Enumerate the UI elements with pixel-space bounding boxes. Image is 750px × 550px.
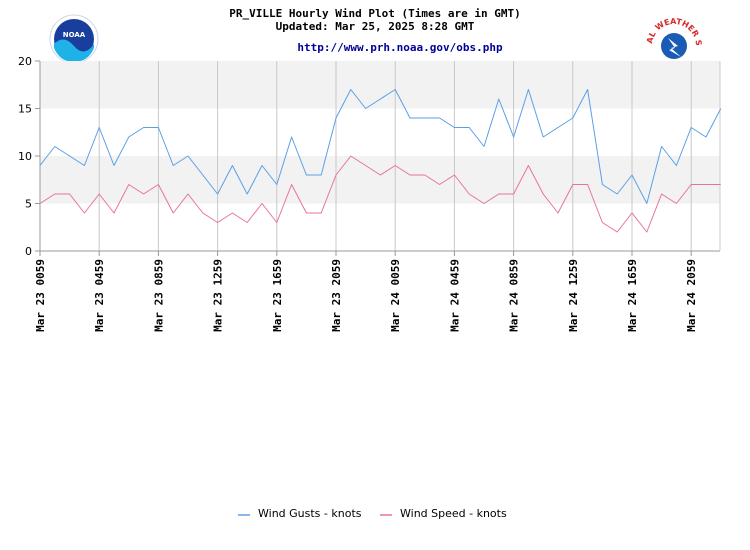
x-tick-label: Mar 23 0059 <box>34 259 47 332</box>
x-axis-ticks: Mar 23 0059 Mar 23 0459 Mar 23 0859 Mar 23 … <box>34 251 698 332</box>
plot-grid <box>98 61 692 251</box>
y-tick-label: 0 <box>25 245 32 258</box>
y-axis-ticks: 0 5 10 15 20 <box>18 55 40 258</box>
x-tick-label: Mar 23 2059 <box>330 259 343 332</box>
x-tick-label: Mar 24 0859 <box>508 259 521 332</box>
plot-series <box>39 89 722 233</box>
y-tick-label: 15 <box>18 103 32 116</box>
chart-updated: Updated: Mar 25, 2025 8:28 GMT <box>276 20 475 33</box>
grid-band <box>40 156 720 204</box>
wind-gusts-line <box>39 89 722 204</box>
x-tick-label: Mar 24 1259 <box>567 259 580 332</box>
grid-band <box>40 61 720 109</box>
obs-url-link[interactable]: http://www.prh.noaa.gov/obs.php <box>297 41 503 54</box>
noaa-logo-text: NOAA <box>63 31 86 39</box>
chart-title: PR_VILLE Hourly Wind Plot (Times are in … <box>229 7 520 20</box>
wind-speed-line <box>39 155 721 233</box>
x-tick-label: Mar 23 0459 <box>93 259 106 332</box>
legend-speed-label: Wind Speed - knots <box>400 507 507 520</box>
legend-gust-label: Wind Gusts - knots <box>258 507 362 520</box>
noaa-logo: NOAA <box>49 14 99 64</box>
x-tick-label: Mar 24 2059 <box>685 259 698 332</box>
x-tick-label: Mar 24 0459 <box>448 259 461 332</box>
x-tick-label: Mar 23 0859 <box>152 259 165 332</box>
x-tick-label: Mar 23 1659 <box>271 259 284 332</box>
x-tick-label: Mar 24 0059 <box>389 259 402 332</box>
x-tick-label: Mar 23 1259 <box>212 259 225 332</box>
y-tick-label: 10 <box>18 150 32 163</box>
y-tick-label: 5 <box>25 198 32 211</box>
plot-background <box>40 61 720 251</box>
y-tick-label: 20 <box>18 55 32 68</box>
chart-legend: Wind Gusts - knots Wind Speed - knots <box>238 507 507 520</box>
x-tick-label: Mar 24 1659 <box>626 259 639 332</box>
